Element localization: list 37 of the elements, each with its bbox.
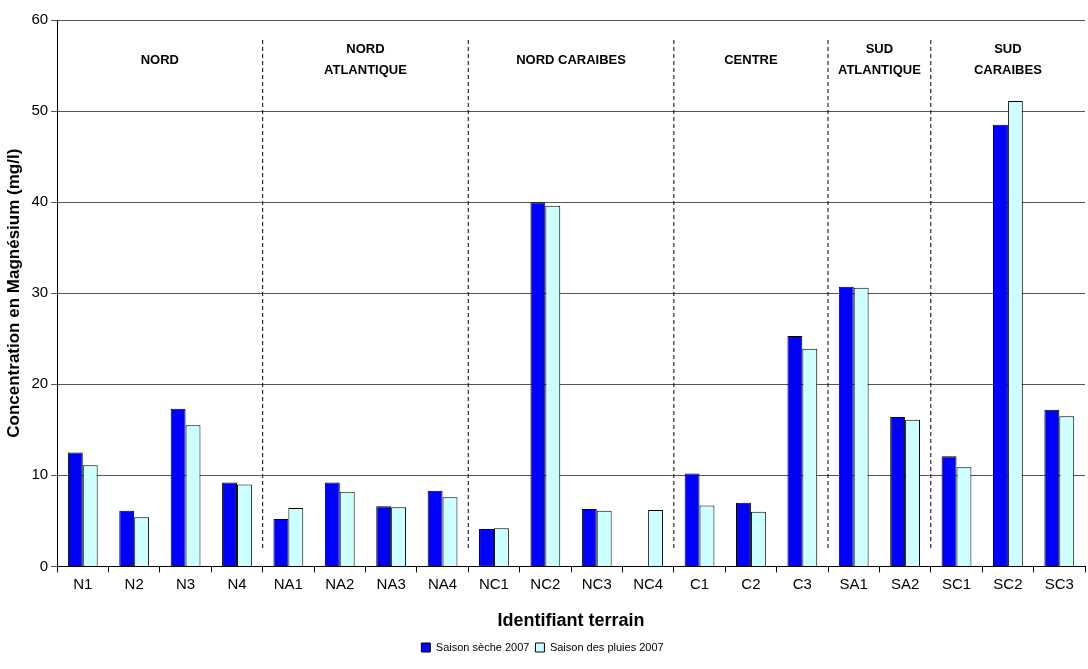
y-tick-label: 30 bbox=[31, 283, 49, 301]
x-tick-label: SC1 bbox=[941, 574, 972, 592]
x-tick-label: C1 bbox=[689, 574, 710, 592]
x-tick-label: C3 bbox=[792, 574, 812, 592]
x-axis-title: Identifiant terrain bbox=[497, 610, 645, 631]
x-tick-label: NC1 bbox=[478, 574, 509, 592]
annotation: NORD CARAIBES bbox=[516, 51, 627, 67]
x-tick-label: N2 bbox=[124, 574, 144, 592]
legend-label: Saison sèche 2007 bbox=[435, 640, 530, 653]
x-tick-label: N3 bbox=[175, 574, 196, 592]
x-tick-label: NA4 bbox=[427, 574, 458, 592]
x-tick-label: NC2 bbox=[530, 574, 561, 592]
y-tick-label: 50 bbox=[31, 101, 49, 119]
x-tick-label: NC4 bbox=[633, 574, 664, 592]
x-tick-label: N4 bbox=[227, 574, 247, 592]
x-tick-label: NA3 bbox=[376, 574, 406, 592]
x-tick-label: SA1 bbox=[839, 574, 868, 592]
y-tick-label: 20 bbox=[31, 374, 49, 392]
y-tick-label: 60 bbox=[31, 10, 49, 28]
x-tick-label: SC3 bbox=[1044, 574, 1074, 592]
annotation: NORD bbox=[140, 51, 180, 67]
y-tick-label: 0 bbox=[39, 556, 49, 574]
x-tick-label: NC3 bbox=[581, 574, 612, 592]
annotation: SUD CARAIBES bbox=[973, 41, 1043, 78]
y-tick-label: 10 bbox=[31, 465, 49, 483]
annotation: SUD ATLANTIQUE bbox=[838, 41, 922, 78]
annotation: NORD ATLANTIQUE bbox=[324, 41, 408, 78]
x-tick-label: NA2 bbox=[325, 574, 355, 592]
x-tick-label: SA2 bbox=[890, 574, 920, 592]
y-axis-title: Concentration en Magnésium (mg/l) bbox=[3, 148, 23, 438]
legend-label: Saison des pluies 2007 bbox=[549, 640, 664, 653]
x-tick-label: N1 bbox=[73, 574, 93, 592]
x-tick-label: NA1 bbox=[273, 574, 303, 592]
y-tick-label: 40 bbox=[31, 192, 49, 210]
annotation: CENTRE bbox=[724, 51, 778, 67]
x-tick-label: C2 bbox=[741, 574, 761, 592]
x-tick-label: SC2 bbox=[993, 574, 1023, 592]
